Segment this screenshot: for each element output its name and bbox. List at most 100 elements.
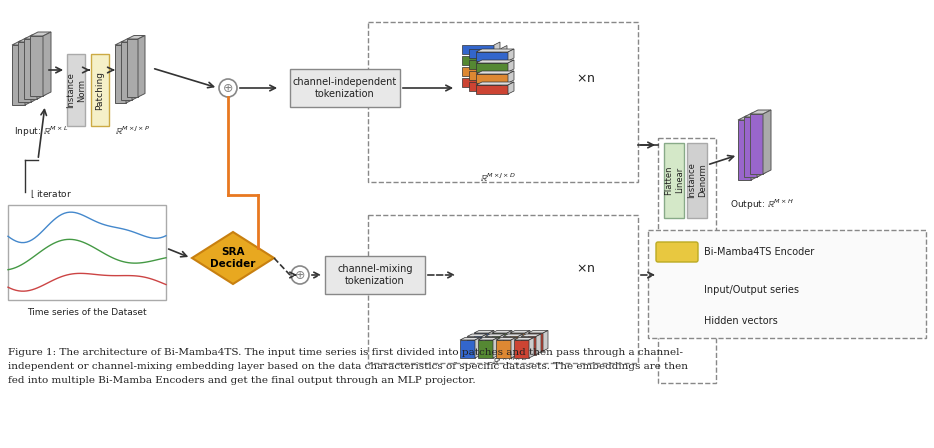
Polygon shape: [24, 35, 45, 39]
Polygon shape: [757, 113, 765, 177]
Polygon shape: [501, 78, 507, 90]
Text: Input: $\mathbb{R}^{M\times L}$: Input: $\mathbb{R}^{M\times L}$: [14, 125, 68, 139]
Polygon shape: [121, 42, 132, 100]
Polygon shape: [503, 334, 523, 336]
Polygon shape: [661, 320, 674, 326]
Polygon shape: [528, 333, 543, 351]
Polygon shape: [514, 340, 529, 358]
Polygon shape: [514, 337, 534, 340]
Polygon shape: [669, 316, 673, 323]
Polygon shape: [30, 36, 43, 96]
Text: SRA
Decider: SRA Decider: [210, 247, 256, 269]
Polygon shape: [510, 333, 525, 351]
Polygon shape: [43, 32, 51, 96]
Polygon shape: [460, 340, 475, 358]
Text: $\times$n: $\times$n: [576, 262, 595, 275]
Polygon shape: [192, 232, 274, 284]
Polygon shape: [507, 331, 512, 351]
Polygon shape: [674, 319, 678, 326]
Polygon shape: [501, 68, 507, 79]
Polygon shape: [521, 334, 541, 336]
Polygon shape: [518, 334, 523, 354]
Polygon shape: [674, 313, 678, 319]
Polygon shape: [494, 42, 500, 54]
Polygon shape: [494, 64, 500, 76]
Text: independent or channel-mixing embedding layer based on the data characteristics : independent or channel-mixing embedding …: [8, 362, 688, 371]
Polygon shape: [511, 337, 516, 358]
Text: Figure 1: The architecture of Bi-Mamba4TS. The input time series is first divide: Figure 1: The architecture of Bi-Mamba4T…: [8, 348, 683, 357]
Polygon shape: [462, 56, 494, 65]
Polygon shape: [661, 314, 674, 319]
Polygon shape: [661, 327, 674, 332]
Polygon shape: [37, 35, 45, 99]
Text: ⊕: ⊕: [222, 82, 234, 95]
Polygon shape: [656, 278, 664, 300]
Polygon shape: [674, 324, 678, 332]
Polygon shape: [467, 334, 487, 336]
Polygon shape: [138, 35, 145, 97]
FancyBboxPatch shape: [664, 142, 684, 217]
Polygon shape: [485, 334, 505, 336]
Polygon shape: [738, 116, 759, 120]
Polygon shape: [751, 116, 759, 180]
Polygon shape: [744, 113, 765, 117]
Polygon shape: [496, 340, 511, 358]
Polygon shape: [750, 114, 763, 174]
Text: Time series of the Dataset: Time series of the Dataset: [27, 308, 147, 317]
Polygon shape: [508, 49, 514, 61]
Polygon shape: [115, 42, 133, 45]
Polygon shape: [656, 276, 669, 278]
Text: Hidden vectors: Hidden vectors: [704, 316, 778, 326]
Polygon shape: [474, 333, 489, 351]
Polygon shape: [664, 276, 669, 300]
Text: $\lfloor$ iterator: $\lfloor$ iterator: [30, 186, 72, 199]
Polygon shape: [12, 45, 25, 105]
Polygon shape: [127, 35, 145, 39]
Polygon shape: [475, 337, 480, 358]
Polygon shape: [121, 39, 139, 42]
Polygon shape: [494, 53, 500, 65]
Text: Patching: Patching: [95, 70, 105, 109]
Polygon shape: [508, 82, 514, 94]
Polygon shape: [528, 331, 548, 333]
Polygon shape: [676, 275, 684, 297]
Text: $\times$n: $\times$n: [576, 72, 595, 85]
Text: $\mathbb{R}^{J\times M\times D}$: $\mathbb{R}^{J\times M\times D}$: [492, 355, 528, 367]
Polygon shape: [462, 45, 494, 54]
Text: fed into multiple Bi-Mamba Encoders and get the final output through an MLP proj: fed into multiple Bi-Mamba Encoders and …: [8, 376, 475, 385]
Polygon shape: [508, 71, 514, 83]
Polygon shape: [656, 318, 669, 323]
Polygon shape: [132, 39, 139, 100]
Polygon shape: [684, 272, 689, 297]
Polygon shape: [476, 82, 514, 85]
Text: ⊕: ⊕: [295, 268, 305, 281]
Polygon shape: [661, 324, 678, 327]
Polygon shape: [494, 75, 500, 87]
Polygon shape: [492, 331, 512, 333]
Polygon shape: [24, 39, 37, 99]
FancyBboxPatch shape: [687, 142, 707, 217]
Polygon shape: [126, 42, 133, 103]
Polygon shape: [476, 63, 508, 72]
Polygon shape: [469, 70, 501, 79]
Polygon shape: [469, 48, 501, 57]
Polygon shape: [662, 275, 670, 297]
Polygon shape: [501, 56, 507, 69]
Polygon shape: [476, 74, 508, 83]
Polygon shape: [662, 272, 675, 275]
Polygon shape: [460, 337, 480, 340]
Polygon shape: [492, 333, 507, 351]
Polygon shape: [25, 41, 33, 105]
FancyBboxPatch shape: [8, 205, 166, 300]
Polygon shape: [529, 337, 534, 358]
Polygon shape: [500, 334, 505, 354]
Polygon shape: [18, 38, 39, 42]
Polygon shape: [489, 331, 494, 351]
Polygon shape: [661, 319, 678, 320]
Polygon shape: [670, 276, 683, 278]
Polygon shape: [670, 278, 678, 300]
Polygon shape: [469, 82, 501, 90]
Polygon shape: [462, 67, 494, 76]
Polygon shape: [763, 110, 771, 174]
Text: Instance
Denorm: Instance Denorm: [687, 162, 707, 198]
